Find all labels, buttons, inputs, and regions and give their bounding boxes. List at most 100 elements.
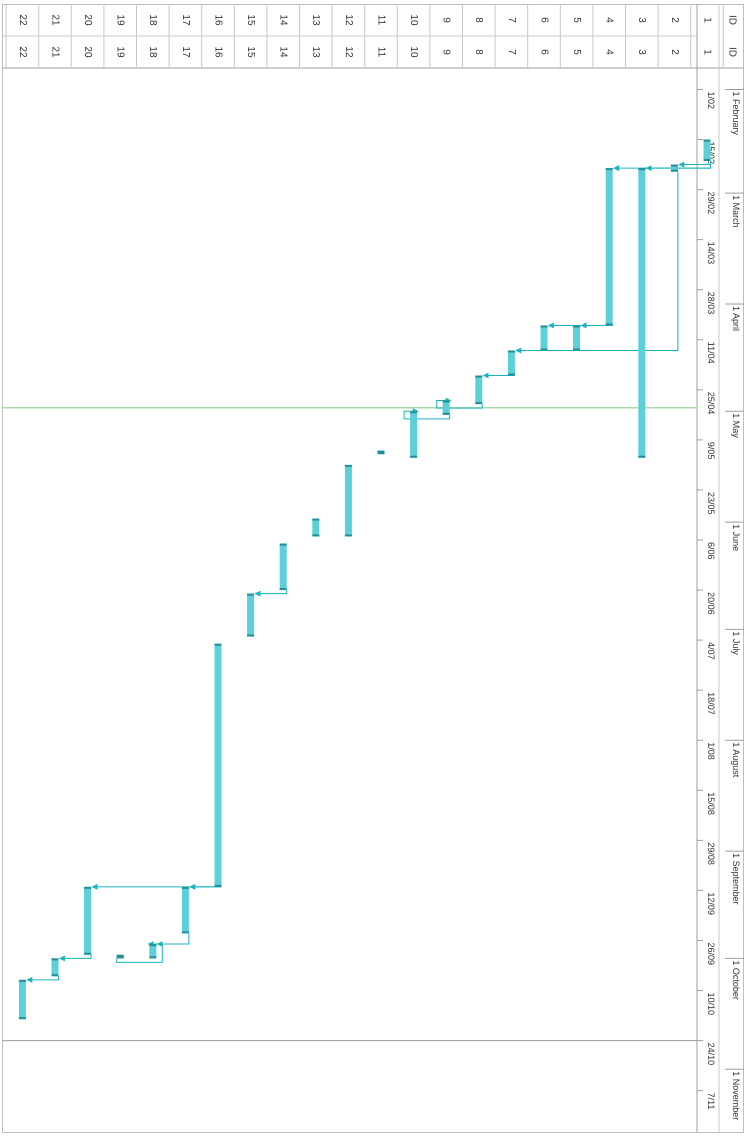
row-id-label: 17 <box>180 46 191 58</box>
task-bar-start-cap <box>638 168 646 171</box>
task-bar <box>149 944 157 959</box>
task-bar-end-cap <box>51 974 59 977</box>
task-bar-end-cap <box>312 534 320 537</box>
row-id-label: 21 <box>49 14 60 26</box>
task-bar-start-cap <box>84 886 92 889</box>
dependency-link <box>116 941 163 963</box>
row-id-label: 8 <box>473 49 484 55</box>
task-bar-start-cap <box>540 325 548 328</box>
week-tick-label: 26/09 <box>706 942 716 965</box>
row-id-label: 16 <box>212 46 223 58</box>
dependency-link <box>403 408 451 420</box>
week-tick-label: 25/04 <box>706 392 716 415</box>
task-bar-end-cap <box>540 348 548 351</box>
week-tick-label: 9/05 <box>706 442 716 460</box>
week-tick-label: 4/07 <box>706 642 716 660</box>
row-id-label: 19 <box>115 14 126 26</box>
id-column-header: ID <box>726 15 737 25</box>
task-bar-start-cap <box>51 958 59 961</box>
row-id-label: 1 <box>701 17 712 23</box>
task-bar-start-cap <box>279 543 287 546</box>
row-id-label: 4 <box>604 17 615 23</box>
row-id-label: 12 <box>343 14 354 26</box>
grid-lines <box>5 4 724 68</box>
task-bar-end-cap <box>475 402 483 405</box>
task-bar-start-cap <box>507 350 515 353</box>
task-bar-start-cap <box>670 164 678 167</box>
week-tick-label: 29/08 <box>706 842 716 865</box>
id-column-header: ID <box>726 47 737 57</box>
row-id-label: 11 <box>375 15 386 26</box>
row-id-label: 15 <box>245 46 256 58</box>
row-id-label: 5 <box>571 17 582 23</box>
row-id-label: 7 <box>506 17 517 23</box>
row-id-label: 9 <box>441 49 452 55</box>
week-tick-label: 1/02 <box>706 91 716 109</box>
row-id-label: 7 <box>506 49 517 55</box>
task-bar-end-cap <box>344 534 352 537</box>
week-tick-label: 18/07 <box>706 692 716 715</box>
row-id-label: 22 <box>17 46 28 58</box>
row-id-label: 17 <box>180 14 191 26</box>
week-tick-label: 23/05 <box>706 492 716 515</box>
week-tick-label: 12/09 <box>706 892 716 915</box>
row-id-label: 3 <box>636 17 647 23</box>
month-label: 1 June <box>731 524 741 551</box>
task-bar <box>475 375 483 405</box>
row-id-label: 14 <box>278 46 289 58</box>
task-bar-end-cap <box>605 323 613 326</box>
dependency-link <box>26 976 59 983</box>
timescale-header: 1 February 1 March 1 April 1 May 1 June 1 Jul… <box>697 88 744 1120</box>
outer-border <box>2 4 744 1133</box>
dependency-link <box>678 160 711 168</box>
task-bar-end-cap <box>84 952 92 955</box>
task-bar-end-cap <box>410 455 418 458</box>
task-bar-start-cap <box>410 411 418 414</box>
task-bar-start-cap <box>214 643 222 646</box>
row-id-label: 9 <box>441 17 452 23</box>
task-bar-end-cap <box>638 455 646 458</box>
row-id-label: 6 <box>538 17 549 23</box>
task-bar-start-cap <box>442 400 450 403</box>
task-bar-end-cap <box>247 634 255 637</box>
chart-frame <box>2 4 744 1133</box>
task-bar-end-cap <box>703 158 711 161</box>
task-bar-end-cap <box>377 452 385 455</box>
row-id-label: 2 <box>669 17 680 23</box>
task-bar <box>181 886 189 934</box>
week-tick-label: 15/08 <box>706 792 716 815</box>
week-tick-label: 15/02 <box>706 142 716 165</box>
row-id-label: 3 <box>636 49 647 55</box>
task-bar-start-cap <box>181 886 189 889</box>
row-id-label: 18 <box>147 46 158 58</box>
task-bar <box>442 400 450 415</box>
task-bar <box>638 168 646 458</box>
row-id-label: 18 <box>147 14 158 26</box>
row-id-label: 1 <box>701 49 712 55</box>
task-bar-end-cap <box>181 931 189 934</box>
task-bar-end-cap <box>214 884 222 887</box>
row-id-label: 12 <box>343 46 354 58</box>
week-tick-label: 6/06 <box>706 542 716 560</box>
row-id-label: 19 <box>115 46 126 58</box>
week-tick-label: 1/08 <box>706 742 716 760</box>
month-label: 1 May <box>731 413 741 438</box>
row-id-label: 22 <box>17 14 28 26</box>
task-bar <box>703 139 711 161</box>
task-bar-end-cap <box>18 1017 26 1020</box>
task-bar-end-cap <box>442 412 450 415</box>
task-bar-start-cap <box>573 325 581 328</box>
task-bar <box>18 979 26 1020</box>
row-id-label: 13 <box>310 46 321 58</box>
row-id-label: 13 <box>310 14 321 26</box>
row-id-label: 20 <box>82 46 93 58</box>
task-bar-start-cap <box>312 518 320 521</box>
month-label: 1 April <box>731 306 741 331</box>
row-id-label: 11 <box>375 47 386 58</box>
task-bar-end-cap <box>670 169 678 172</box>
task-bar-end-cap <box>116 956 124 959</box>
row-id-label: 2 <box>669 49 680 55</box>
row-id-label: 15 <box>245 14 256 26</box>
task-bar-start-cap <box>703 139 711 142</box>
